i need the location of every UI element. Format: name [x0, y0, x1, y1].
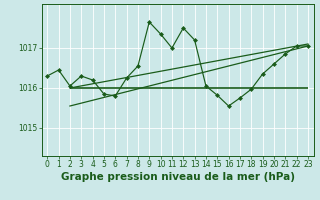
- X-axis label: Graphe pression niveau de la mer (hPa): Graphe pression niveau de la mer (hPa): [60, 172, 295, 182]
